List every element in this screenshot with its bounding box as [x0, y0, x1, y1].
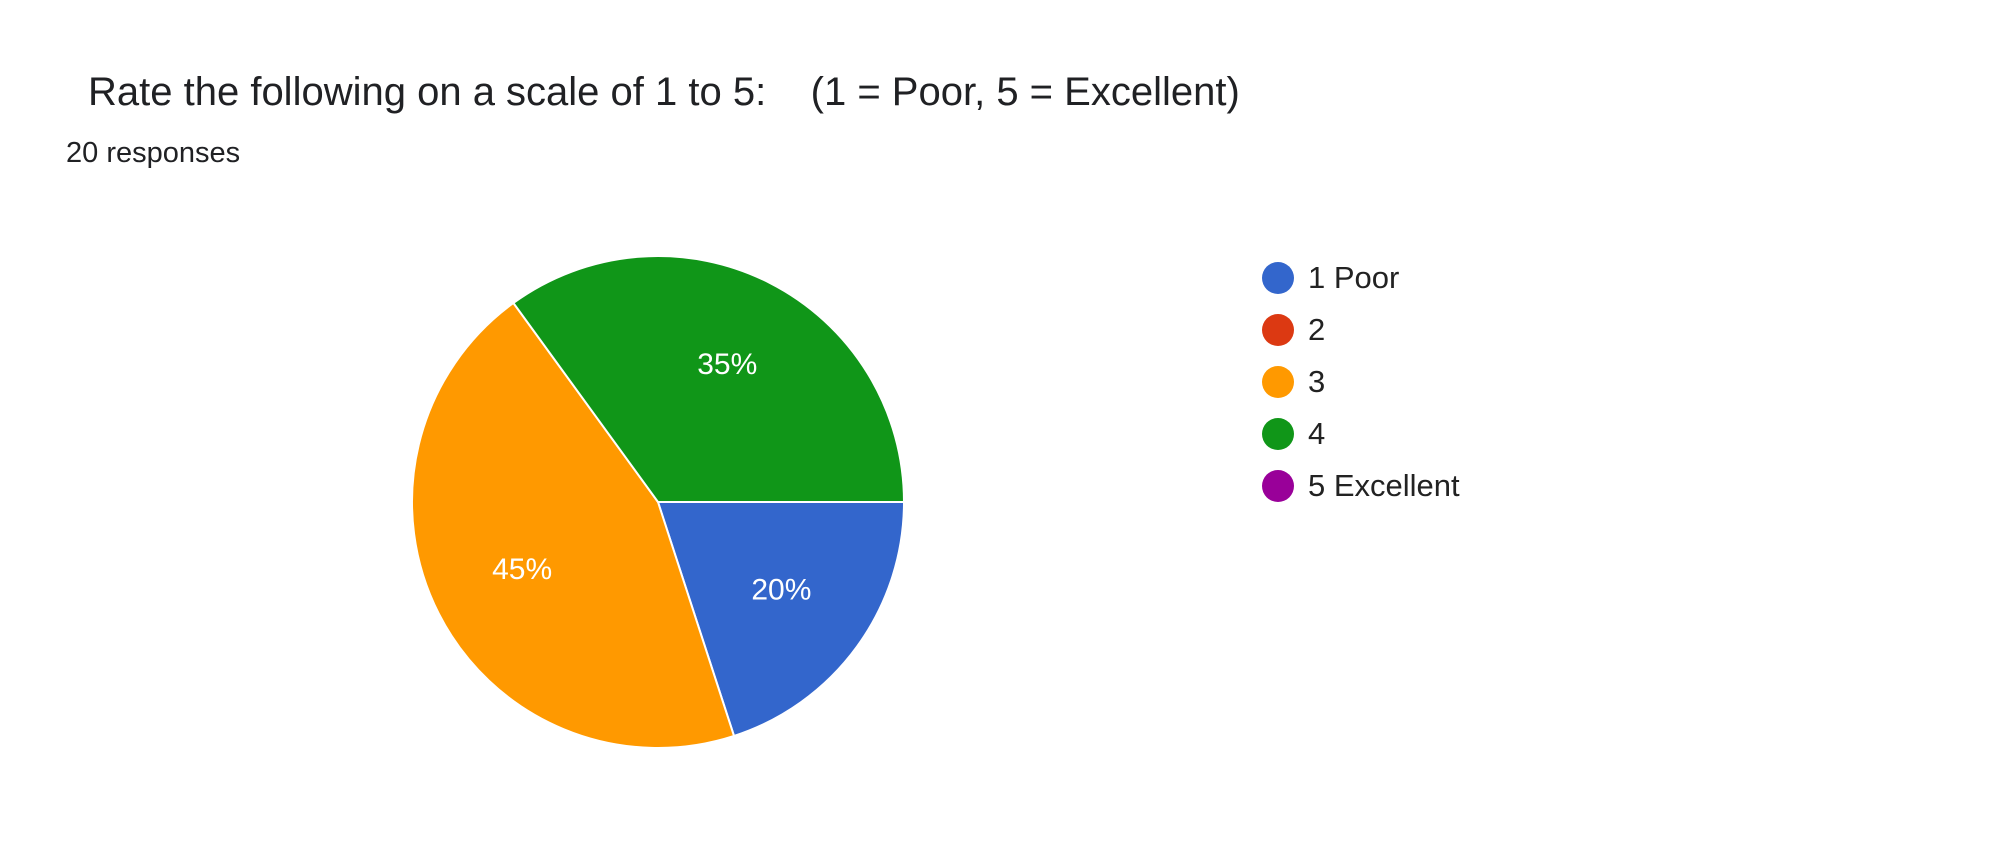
legend-label-5-excellent: 5 Excellent: [1308, 468, 1460, 503]
pie-slice-1-poor[interactable]: [656, 501, 906, 738]
response-count: 20 responses: [66, 137, 241, 169]
legend-item-3[interactable]: 3: [1262, 356, 1460, 408]
pie-slice-4[interactable]: [512, 255, 906, 503]
legend-label-4: 4: [1308, 416, 1326, 451]
legend-swatch-4: [1262, 418, 1294, 450]
legend-swatch-2: [1262, 314, 1294, 346]
legend-item-4[interactable]: 4: [1262, 408, 1460, 460]
pie-label-1-poor: 20%: [751, 574, 811, 607]
legend-label-1-poor: 1 Poor: [1308, 260, 1400, 295]
chart-title: Rate the following on a scale of 1 to 5:…: [88, 70, 1240, 114]
pie-label-3: 45%: [492, 553, 552, 586]
pie-slice-3[interactable]: [411, 301, 736, 749]
pie-label-4: 35%: [697, 348, 757, 381]
chart-legend: 1 Poor 2 3 4 5 Excellent: [1262, 252, 1460, 512]
legend-label-3: 3: [1308, 364, 1326, 399]
legend-label-2: 2: [1308, 312, 1326, 347]
legend-swatch-3: [1262, 366, 1294, 398]
legend-swatch-1-poor: [1262, 262, 1294, 294]
legend-item-2[interactable]: 2: [1262, 304, 1460, 356]
legend-item-1-poor[interactable]: 1 Poor: [1262, 252, 1460, 304]
legend-swatch-5-excellent: [1262, 470, 1294, 502]
legend-item-5-excellent[interactable]: 5 Excellent: [1262, 460, 1460, 512]
